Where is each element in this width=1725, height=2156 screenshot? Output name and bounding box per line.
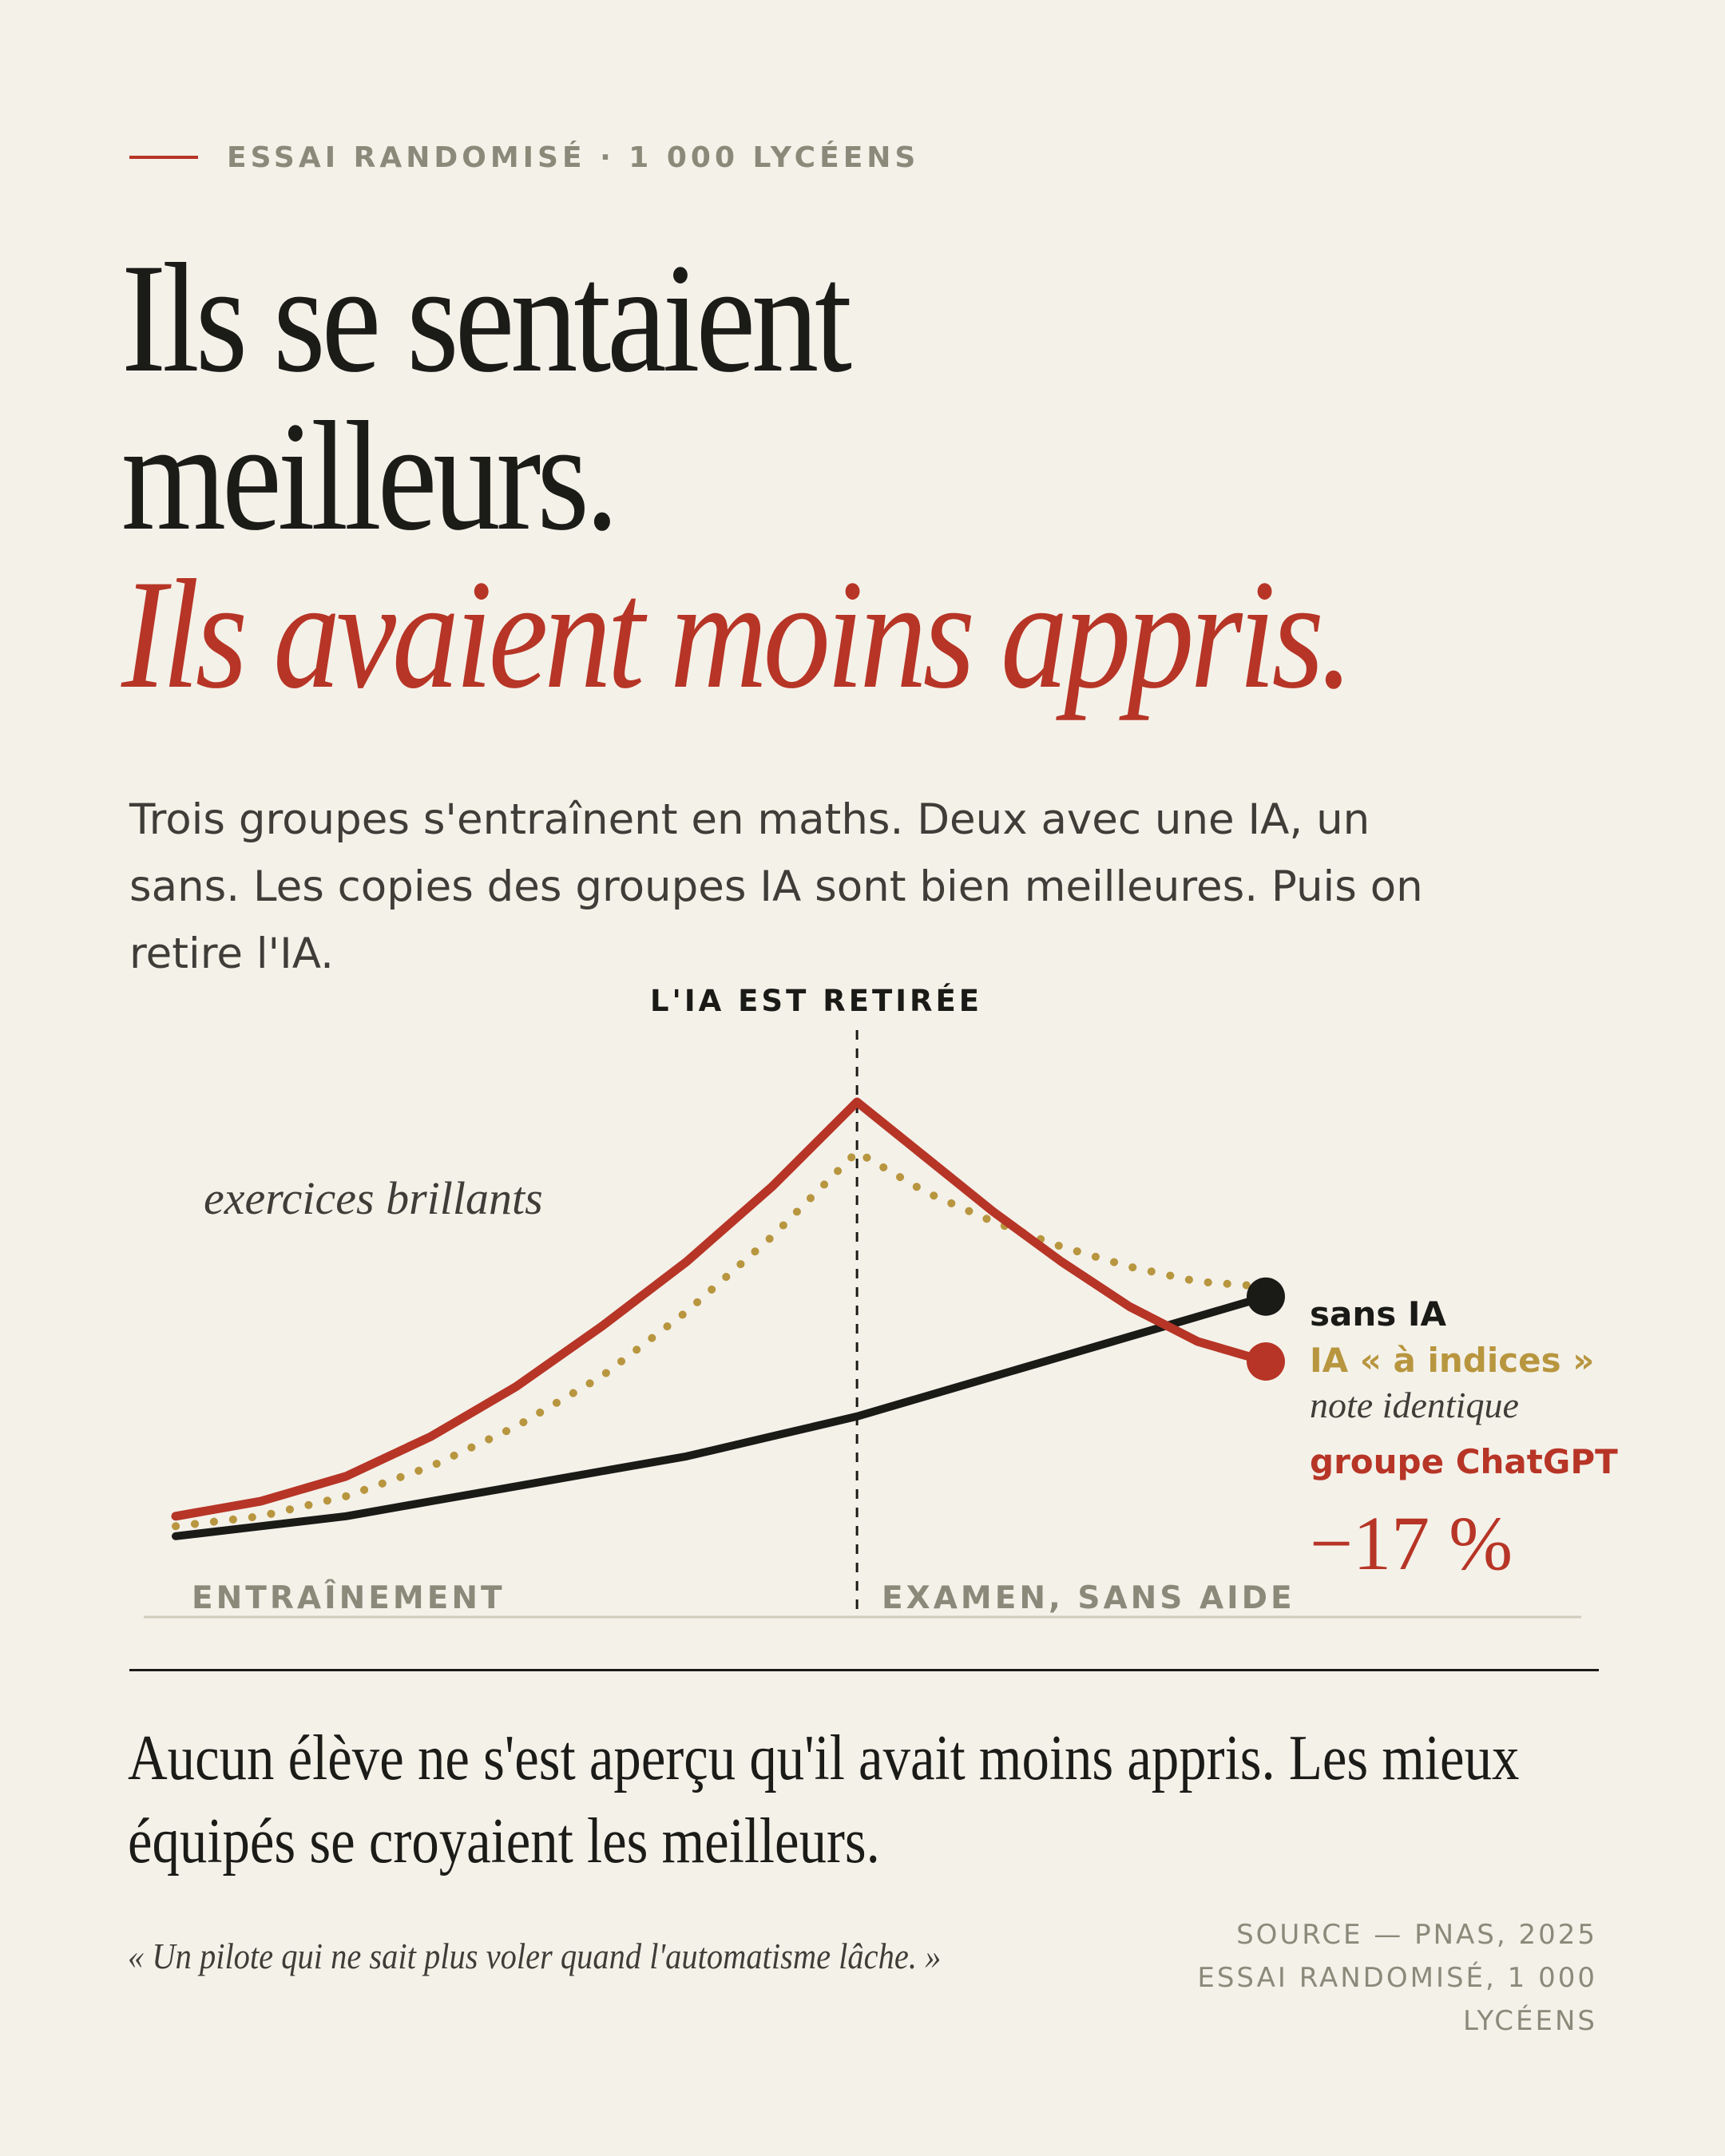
annotation-brilliant-exercises: exercices brillants <box>204 1172 543 1224</box>
series-no-ai-line <box>172 1292 1270 1540</box>
conclusion: Aucun élève ne s'est aperçu qu'il avait … <box>128 1723 1520 1877</box>
ai-removed-label: L'IA EST RETIRÉE <box>650 983 982 1018</box>
endpoint-chatgpt-dot <box>1247 1342 1285 1381</box>
source-line-2: ESSAI RANDOMISÉ, 1 000 <box>1197 1962 1597 1994</box>
eyebrow-rule <box>129 156 198 159</box>
pilot-quote: « Un pilote qui ne sait plus voler quand… <box>128 1936 942 1976</box>
source-line-1: SOURCE — PNAS, 2025 <box>1236 1919 1597 1951</box>
eyebrow-text: ESSAI RANDOMISÉ · 1 000 LYCÉENS <box>227 141 920 174</box>
series-layer <box>171 1097 1285 1540</box>
legend-same-grade: note identique <box>1310 1385 1519 1425</box>
endpoint-no-ai-dot <box>1247 1277 1285 1316</box>
learning-chart: L'IA EST RETIRÉE exercices brillants ENT… <box>144 983 1618 1619</box>
phase-label-training: ENTRAÎNEMENT <box>192 1579 506 1616</box>
phase-label-exam: EXAMEN, SANS AIDE <box>882 1580 1295 1616</box>
legend-hints-ai: IA « à indices » <box>1310 1341 1594 1380</box>
lede-paragraph: Trois groupes s'entraînent en maths. Deu… <box>129 795 1423 978</box>
section-divider <box>129 1669 1599 1671</box>
headline-line-accent: Ils avaient moins appris. <box>121 548 1354 721</box>
series-hints-ai-line <box>172 1147 1270 1531</box>
headline-line-2: meilleurs. <box>121 390 619 563</box>
headline: Ils se sentaient meilleurs. Ils avaient … <box>121 240 1461 714</box>
legend-chatgpt: groupe ChatGPT <box>1310 1442 1618 1481</box>
series-chatgpt-line <box>171 1097 1271 1521</box>
delta-chatgpt: −17 % <box>1310 1500 1513 1586</box>
eyebrow: ESSAI RANDOMISÉ · 1 000 LYCÉENS <box>129 137 919 177</box>
source-credit: SOURCE — PNAS, 2025 ESSAI RANDOMISÉ, 1 0… <box>990 1913 1597 2043</box>
source-line-3: LYCÉENS <box>1462 2005 1597 2037</box>
headline-line-1: Ils se sentaient <box>121 232 852 405</box>
legend-no-ai: sans IA <box>1310 1294 1446 1334</box>
